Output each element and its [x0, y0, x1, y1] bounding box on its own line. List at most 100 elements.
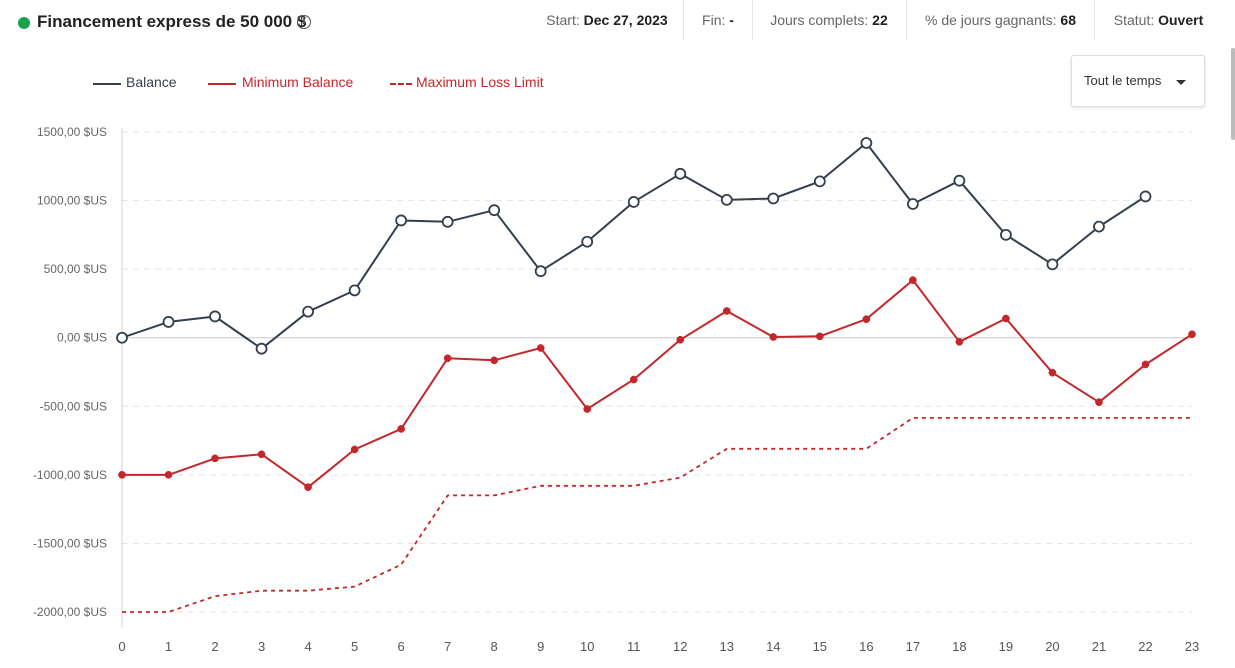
legend-maximum-loss-limit[interactable]: Maximum Loss Limit [416, 74, 544, 90]
divider [683, 0, 684, 40]
point-minimum-balance [583, 405, 592, 413]
point-minimum-balance [909, 276, 917, 284]
point-balance [1139, 190, 1152, 203]
x-tick-label: 21 [1092, 639, 1106, 654]
point-minimum-balance [676, 335, 685, 344]
x-tick-label: 9 [537, 639, 544, 654]
account-header: Financement express de 50 000 $ i Start:… [0, 0, 1235, 48]
point-balance [720, 193, 733, 206]
x-tick-label: 7 [444, 639, 451, 654]
legend-swatch-minimum-balance [208, 83, 236, 85]
x-tick-label: 22 [1138, 639, 1152, 654]
y-tick-label: 0,00 $US [57, 331, 107, 345]
point-minimum-balance [1141, 360, 1150, 369]
point-balance [441, 215, 454, 228]
point-minimum-balance [397, 425, 405, 433]
point-minimum-balance [1095, 398, 1103, 407]
point-balance [860, 137, 873, 149]
x-tick-label: 8 [491, 639, 498, 654]
series-line-maximum-loss-limit [122, 416, 1192, 613]
point-balance [1000, 228, 1012, 241]
point-balance [395, 214, 408, 227]
point-balance [813, 175, 826, 188]
series-line-balance [121, 142, 1147, 350]
point-minimum-balance [304, 483, 312, 492]
point-balance [953, 174, 966, 187]
point-minimum-balance [443, 354, 452, 363]
x-tick-label: 15 [813, 639, 827, 654]
legend-swatch-balance [93, 83, 121, 85]
point-balance [488, 204, 501, 217]
point-minimum-balance [722, 307, 731, 315]
point-minimum-balance [350, 445, 359, 454]
x-tick-label: 14 [766, 639, 780, 654]
stat-days: Jours complets: 22 [770, 12, 888, 28]
x-tick-label: 16 [859, 639, 873, 654]
point-minimum-balance [536, 344, 545, 352]
chart-series [116, 137, 1196, 613]
y-tick-label: 1500,00 $US [37, 125, 107, 139]
point-balance [627, 196, 640, 208]
y-tick-label: 1000,00 $US [37, 194, 107, 208]
status-dot [18, 17, 30, 29]
account-title: Financement express de 50 000 $ [37, 12, 307, 31]
x-tick-label: 17 [906, 639, 920, 654]
x-tick-label: 18 [952, 639, 966, 654]
chart-axes: -2000,00 $US -1500,00 $US -1000,00 $US -500… [33, 125, 1199, 654]
x-tick-label: 19 [999, 639, 1013, 654]
time-range-select[interactable]: Tout le temps [1071, 55, 1205, 107]
point-balance [767, 192, 780, 205]
x-tick-label: 0 [118, 639, 125, 654]
stat-start: Start: Dec 27, 2023 [546, 12, 668, 28]
point-minimum-balance [1188, 330, 1196, 339]
y-tick-label: 500,00 $US [44, 262, 107, 276]
series-line-minimum-balance [122, 279, 1193, 489]
point-minimum-balance [769, 333, 778, 341]
point-balance [674, 167, 687, 180]
point-balance [534, 265, 547, 278]
point-balance [1093, 220, 1105, 233]
stat-win-rate: % de jours gagnants: 68 [925, 12, 1076, 28]
divider [1094, 0, 1095, 40]
point-minimum-balance [257, 450, 266, 459]
info-icon[interactable]: i [297, 15, 311, 29]
legend-swatch-maximum-loss-limit [390, 83, 412, 85]
x-tick-label: 11 [627, 639, 641, 654]
point-balance [162, 316, 175, 328]
caret-down-icon [1176, 80, 1186, 85]
point-minimum-balance [164, 471, 173, 479]
scrollbar[interactable] [1231, 48, 1235, 140]
point-balance [255, 342, 268, 355]
point-balance [906, 198, 919, 210]
y-tick-label: -2000,00 $US [33, 605, 107, 619]
x-tick-label: 10 [580, 639, 594, 654]
x-tick-label: 4 [304, 639, 311, 654]
point-minimum-balance [955, 337, 964, 346]
point-minimum-balance [211, 454, 219, 463]
divider [752, 0, 753, 40]
point-balance [1046, 258, 1059, 271]
y-tick-label: -1000,00 $US [33, 468, 107, 482]
x-tick-label: 12 [673, 639, 687, 654]
divider [906, 0, 907, 40]
x-tick-label: 5 [351, 639, 358, 654]
point-minimum-balance [815, 332, 824, 341]
point-balance [209, 310, 221, 323]
point-minimum-balance [1002, 314, 1010, 323]
x-tick-label: 20 [1045, 639, 1059, 654]
legend-balance[interactable]: Balance [126, 74, 177, 90]
legend-minimum-balance[interactable]: Minimum Balance [242, 74, 354, 90]
x-tick-label: 3 [258, 639, 265, 654]
x-tick-label: 6 [398, 639, 405, 654]
y-tick-label: -500,00 $US [40, 399, 107, 413]
point-balance [302, 305, 314, 318]
chart-grid [122, 131, 1192, 613]
stat-end: Fin: - [702, 12, 734, 28]
point-minimum-balance [1048, 368, 1057, 377]
y-tick-label: -1500,00 $US [33, 536, 107, 550]
point-minimum-balance [629, 375, 638, 384]
stat-status: Statut: Ouvert [1113, 12, 1204, 28]
point-minimum-balance [862, 315, 871, 324]
x-tick-label: 2 [211, 639, 218, 654]
